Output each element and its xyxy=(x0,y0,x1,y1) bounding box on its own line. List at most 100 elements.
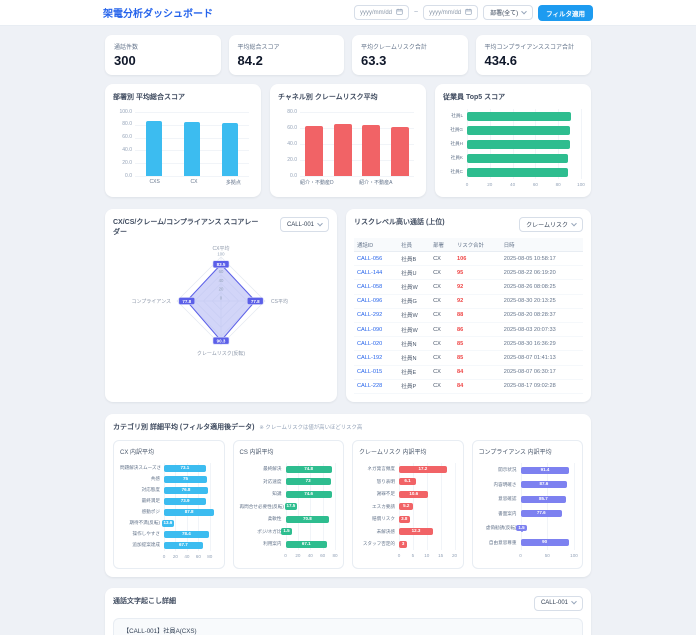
filter-controls: yyyy/mm/dd ~ yyyy/mm/dd 部署(全て) フィルタ適用 xyxy=(354,4,593,21)
bar-value: 6.1 xyxy=(402,478,413,485)
gridline xyxy=(310,462,312,551)
bar-row: 操作しやすさ 78.4 xyxy=(120,529,218,540)
bar-label: 社員H xyxy=(450,141,463,146)
bar-value: 74.6 xyxy=(302,490,315,498)
bar-row: ネガ発言頻度 17.2 xyxy=(359,463,457,476)
bar-label: 知識 xyxy=(272,491,282,497)
top5-chart-card: 従業員 Top5 スコア 社員L 社員G 社員H 社員K 社員C 0 20 40 60 80 100 xyxy=(435,84,591,197)
hbar-chart-plot: ネガ発言頻度 17.2 怒り表明 6.1 謝罪不足 10.6 エスカ要請 5.2 賠償リスク 3.… xyxy=(359,462,457,551)
bar-value: 10.6 xyxy=(407,490,421,498)
call-id-link[interactable]: CALL-020 xyxy=(354,336,399,352)
table-row: CALL-228 社員P CX 84 2025-08-17 09:02:28 xyxy=(354,379,583,394)
datetime-cell: 2025-08-17 09:02:28 xyxy=(500,379,583,394)
category-section-note: ※ クレームリスクは値が高いほどリスク高 xyxy=(259,424,363,431)
call-id-link[interactable]: CALL-096 xyxy=(354,294,399,309)
bar-value: 78.4 xyxy=(180,531,193,538)
svg-text:20: 20 xyxy=(219,287,224,292)
gridline xyxy=(300,112,414,113)
risk-type-select[interactable]: クレームリスク xyxy=(519,217,583,232)
gridline xyxy=(454,462,456,551)
x-axis-labels: 紹介・不動産D 紹介・不動産A xyxy=(300,179,418,186)
gridline xyxy=(186,462,188,551)
bar-label: 社員K xyxy=(450,155,463,160)
grid-layer xyxy=(164,462,216,551)
bar-value: 76.8 xyxy=(179,487,193,494)
cs-detail-panel: CS 内訳平均 最終解決 74.8 対応速度 73 知識 74.6 再問合せ必要性(反転) 1… xyxy=(232,439,344,569)
bar-column xyxy=(184,122,200,176)
bar xyxy=(333,124,352,176)
bar: 85.7 xyxy=(520,495,567,503)
bar-label: 感動ポジ xyxy=(141,509,160,515)
gridline xyxy=(412,462,414,551)
bar: 74.8 xyxy=(285,465,332,473)
bar-row: 感動ポジ 87.8 xyxy=(120,507,218,518)
dept-score-chart-card: 部署別 平均総合スコア 100.0 80.0 60.0 40.0 20.0 0.0 CXS C… xyxy=(105,84,261,197)
x-axis-tick: 80 xyxy=(332,553,338,559)
date-to-input[interactable]: yyyy/mm/dd xyxy=(423,5,479,20)
bar: 91.4 xyxy=(520,466,570,474)
call-id-link[interactable]: CALL-090 xyxy=(354,322,399,338)
svg-text:40: 40 xyxy=(219,278,224,283)
x-axis-tick: 紹介・不動産D xyxy=(300,180,334,186)
department-cell: CX xyxy=(430,336,454,352)
transcript-call-select[interactable]: CALL-001 xyxy=(533,595,583,611)
bar-track: 1.5 xyxy=(516,524,575,532)
page-title: 架電分析ダッシュボード xyxy=(103,9,213,20)
call-id-link[interactable]: CALL-056 xyxy=(354,251,399,267)
x-axis-tick: 100 xyxy=(577,182,585,187)
table-row: CALL-090 社員W CX 86 2025-08-03 20:07:33 xyxy=(354,322,583,338)
bar-value: 73 xyxy=(303,478,313,485)
kpi-value: 434.6 xyxy=(484,53,518,68)
bar-value: 73.9 xyxy=(178,498,192,505)
kpi-card-avg-score: 平均総合スコア 84.2 xyxy=(228,35,344,75)
call-id-link[interactable]: CALL-015 xyxy=(354,365,399,380)
y-axis-tick: 80.0 xyxy=(287,108,297,115)
bar-label: 社員L xyxy=(451,113,463,118)
x-axis-tick: 80 xyxy=(555,182,561,187)
apply-filter-button[interactable]: フィルタ適用 xyxy=(538,4,593,21)
bar-label: 柔軟性 xyxy=(267,516,282,522)
gridline xyxy=(209,462,211,551)
bar-row: 追加提案達成 67.7 xyxy=(120,540,218,551)
y-axis-tick: 60.0 xyxy=(122,134,132,141)
bar-label: 対応速度 xyxy=(263,478,282,484)
risk-total-cell: 92 xyxy=(453,279,501,295)
call-id-link[interactable]: CALL-144 xyxy=(354,265,399,281)
bar-label: 意思確認 xyxy=(498,496,517,502)
bar-value: 91.4 xyxy=(538,466,552,474)
col-header-employee: 社員 xyxy=(398,238,431,252)
hbar-chart-plot: 最終解決 74.8 対応速度 73 知識 74.6 再問合せ必要性(反転) 17.5 柔軟性 70… xyxy=(240,462,338,551)
bar xyxy=(467,125,570,135)
grid-layer xyxy=(520,462,575,550)
gridline xyxy=(426,462,428,551)
date-from-input[interactable]: yyyy/mm/dd xyxy=(354,5,410,20)
datetime-cell: 2025-08-30 16:36:29 xyxy=(500,336,583,352)
bar: 17.5 xyxy=(284,503,298,511)
bar: 87.6 xyxy=(520,481,568,489)
bar-value: 85.7 xyxy=(537,495,550,503)
bar: 73.9 xyxy=(164,497,207,505)
dashboard-content: 通話件数 300 平均総合スコア 84.2 平均クレームリスク合計 63.3 平… xyxy=(105,35,591,635)
gridline xyxy=(440,462,442,551)
call-id-link[interactable]: CALL-292 xyxy=(354,308,399,323)
gridline xyxy=(300,176,414,177)
hbar-chart-plot: 社員L 社員G 社員H 社員K 社員C xyxy=(443,109,583,179)
bar: 87.8 xyxy=(164,508,215,516)
call-id-link[interactable]: CALL-228 xyxy=(354,379,399,394)
bar-label: 利用案内 xyxy=(263,541,282,547)
department-select[interactable]: 部署(全て) xyxy=(483,5,534,20)
x-axis-tick: 20 xyxy=(451,553,458,559)
bar-label: 怒り表明 xyxy=(376,478,395,484)
call-id-link[interactable]: CALL-058 xyxy=(354,279,399,295)
bar-row: 社員C xyxy=(443,165,583,179)
y-axis-tick: 100.0 xyxy=(119,108,132,115)
employee-cell: 社員P xyxy=(398,379,431,394)
call-id-link[interactable]: CALL-192 xyxy=(354,350,399,366)
date-from-placeholder: yyyy/mm/dd xyxy=(360,9,393,16)
table-row: CALL-058 社員W CX 92 2025-08-26 08:08:25 xyxy=(354,279,583,295)
bar-label: 開示状況 xyxy=(498,467,517,473)
bar-column xyxy=(305,125,324,176)
radar-call-select[interactable]: CALL-001 xyxy=(279,217,329,232)
bar: 5.2 xyxy=(399,503,414,511)
bar-row: エスカ要請 5.2 xyxy=(359,500,457,513)
